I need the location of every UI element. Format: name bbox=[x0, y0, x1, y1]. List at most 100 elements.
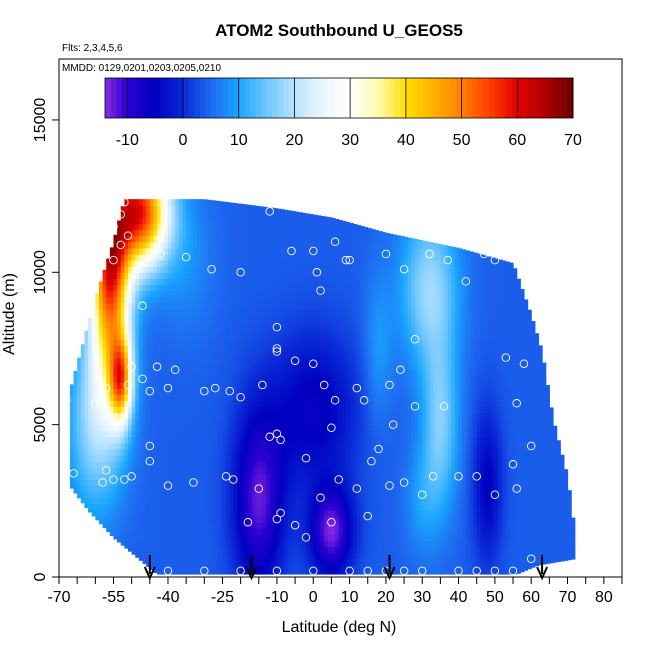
heatmap-cell bbox=[284, 278, 289, 286]
heatmap-cell bbox=[153, 564, 158, 572]
heatmap-cell bbox=[149, 241, 155, 249]
heatmap-cell bbox=[356, 260, 362, 267]
heatmap-cell bbox=[280, 473, 285, 481]
heatmap-cell bbox=[371, 229, 376, 237]
heatmap-cell bbox=[120, 278, 125, 286]
heatmap-cell bbox=[255, 284, 260, 292]
heatmap-cell bbox=[356, 540, 362, 548]
heatmap-cell bbox=[95, 455, 100, 462]
heatmap-cell bbox=[120, 229, 125, 237]
heatmap-cell bbox=[175, 351, 180, 359]
heatmap-cell bbox=[229, 522, 234, 529]
heatmap-cell bbox=[356, 241, 362, 249]
heatmap-cell bbox=[171, 235, 176, 243]
heatmap-cell bbox=[367, 321, 372, 328]
heatmap-cell bbox=[338, 369, 343, 377]
heatmap-cell bbox=[280, 327, 285, 334]
heatmap-cell bbox=[287, 321, 293, 328]
heatmap-cell bbox=[167, 327, 173, 334]
heatmap-cell bbox=[128, 418, 133, 426]
heatmap-cell bbox=[171, 558, 176, 566]
heatmap-cell bbox=[375, 302, 380, 310]
heatmap-cell bbox=[269, 558, 274, 566]
heatmap-cell bbox=[269, 455, 274, 462]
heatmap-cell bbox=[266, 375, 271, 383]
heatmap-cell bbox=[229, 540, 234, 548]
heatmap-cell bbox=[211, 430, 216, 438]
heatmap-cell bbox=[222, 241, 227, 249]
heatmap-cell bbox=[385, 424, 391, 432]
heatmap-cell bbox=[142, 278, 147, 286]
heatmap-cell bbox=[269, 540, 274, 548]
heatmap-cell bbox=[131, 424, 136, 432]
heatmap-cell bbox=[182, 528, 187, 535]
heatmap-cell bbox=[364, 430, 369, 438]
heatmap-cell bbox=[207, 357, 213, 365]
heatmap-cell bbox=[302, 394, 307, 401]
heatmap-cell bbox=[287, 308, 293, 316]
heatmap-cell bbox=[88, 461, 93, 468]
heatmap-cell bbox=[222, 247, 227, 255]
heatmap-cell bbox=[335, 375, 340, 383]
heatmap-cell bbox=[106, 436, 111, 444]
heatmap-cell bbox=[287, 442, 293, 450]
heatmap-cell bbox=[167, 308, 173, 316]
heatmap-cell bbox=[240, 327, 245, 334]
heatmap-cell bbox=[171, 461, 176, 468]
heatmap-cell bbox=[182, 333, 187, 340]
heatmap-cell bbox=[364, 321, 369, 328]
heatmap-cell bbox=[287, 381, 293, 389]
heatmap-cell bbox=[273, 284, 278, 292]
heatmap-cell bbox=[255, 381, 260, 389]
heatmap-cell bbox=[295, 217, 300, 225]
heatmap-cell bbox=[164, 302, 169, 310]
heatmap-cell bbox=[157, 241, 162, 249]
heatmap-cell bbox=[157, 412, 162, 420]
heatmap-cell bbox=[218, 418, 224, 426]
heatmap-cell bbox=[233, 369, 238, 377]
heatmap-cell bbox=[240, 467, 245, 474]
heatmap-cell bbox=[309, 412, 314, 420]
heatmap-cell bbox=[200, 357, 205, 365]
heatmap-cell bbox=[204, 473, 209, 481]
heatmap-cell bbox=[255, 497, 260, 505]
heatmap-cell bbox=[131, 229, 136, 237]
heatmap-cell bbox=[276, 272, 282, 279]
heatmap-cell bbox=[142, 455, 147, 462]
heatmap-cell bbox=[120, 522, 125, 529]
heatmap-cell bbox=[160, 381, 165, 389]
heatmap-cell bbox=[309, 302, 314, 310]
heatmap-cell bbox=[305, 400, 311, 407]
heatmap-cell bbox=[342, 254, 347, 261]
heatmap-cell bbox=[229, 247, 234, 255]
heatmap-cell bbox=[135, 205, 140, 212]
heatmap-cell bbox=[356, 461, 362, 468]
heatmap-cell bbox=[77, 479, 82, 487]
heatmap-cell bbox=[284, 284, 289, 292]
heatmap-cell bbox=[167, 497, 173, 505]
heatmap-cell bbox=[378, 534, 383, 542]
heatmap-cell bbox=[200, 296, 205, 304]
heatmap-cell bbox=[375, 394, 380, 401]
heatmap-cell bbox=[120, 308, 125, 316]
heatmap-cell bbox=[131, 436, 136, 444]
heatmap-cell bbox=[353, 467, 358, 474]
heatmap-cell bbox=[291, 479, 296, 487]
heatmap-cell bbox=[378, 412, 383, 420]
heatmap-cell bbox=[273, 290, 278, 298]
heatmap-cell bbox=[146, 357, 151, 365]
heatmap-cell bbox=[364, 333, 369, 340]
heatmap-cell bbox=[131, 449, 136, 456]
heatmap-cell bbox=[200, 235, 205, 243]
heatmap-cell bbox=[153, 235, 158, 243]
heatmap-cell bbox=[276, 528, 282, 535]
heatmap-cell bbox=[349, 424, 354, 432]
heatmap-cell bbox=[244, 278, 249, 286]
heatmap-cell bbox=[175, 327, 180, 334]
heatmap-cell bbox=[189, 284, 194, 292]
heatmap-cell bbox=[295, 564, 300, 572]
heatmap-cell bbox=[222, 564, 227, 572]
heatmap-cell bbox=[131, 455, 136, 462]
heatmap-cell bbox=[295, 461, 300, 468]
heatmap-cell bbox=[102, 321, 107, 328]
